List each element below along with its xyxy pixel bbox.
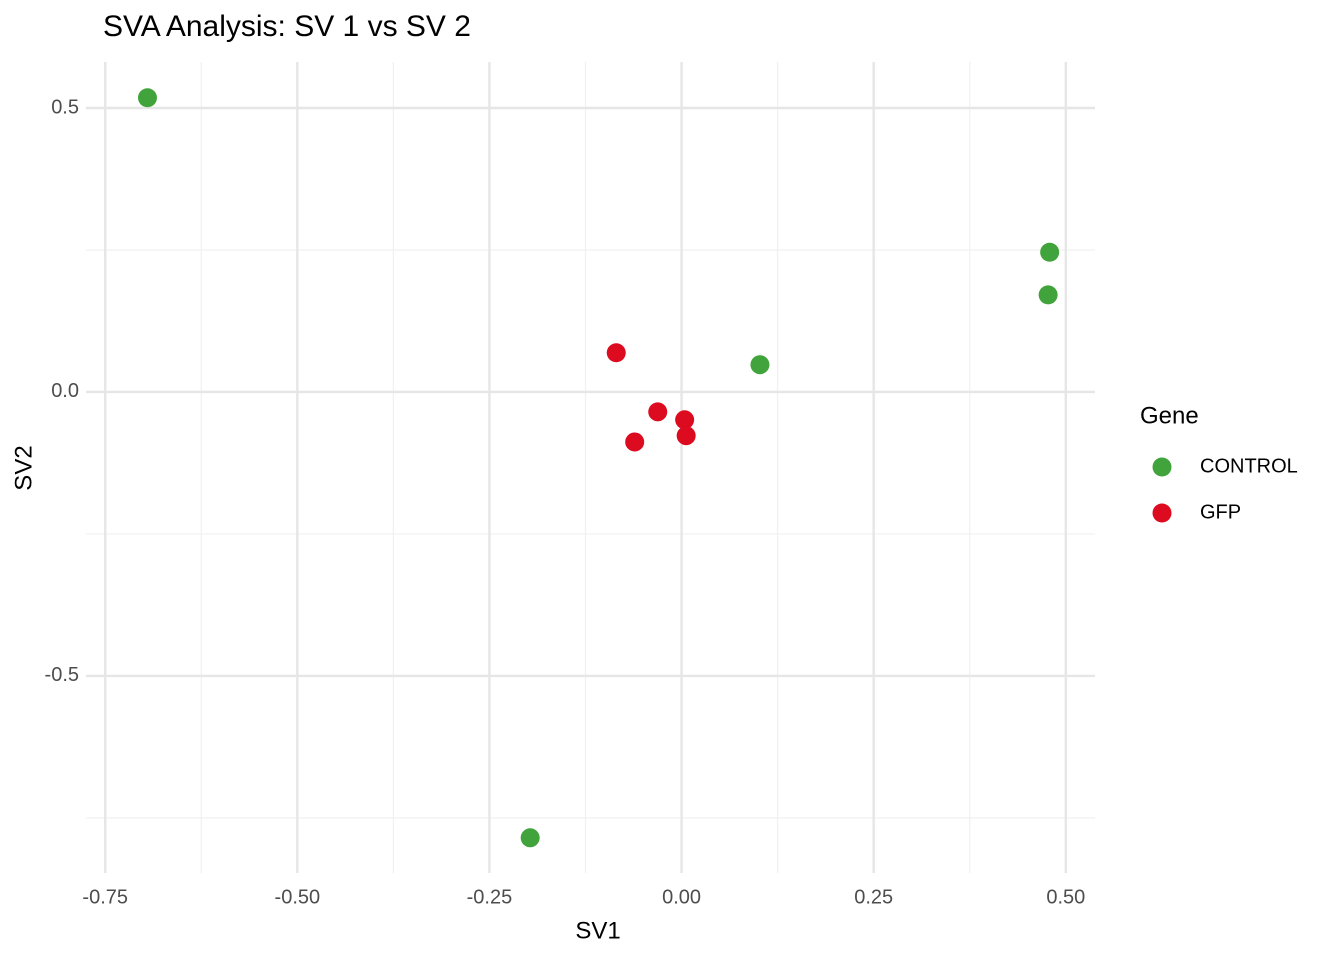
x-tick-label: 0.50 (1046, 886, 1085, 908)
point (676, 426, 696, 446)
point (648, 402, 668, 422)
point (750, 355, 770, 375)
legend-title: Gene (1140, 402, 1199, 429)
point (137, 88, 157, 108)
point (675, 410, 695, 430)
x-tick-label: 0.00 (662, 886, 701, 908)
point (1038, 285, 1058, 305)
y-tick-label: 0.5 (51, 96, 79, 118)
x-axis-title: SV1 (575, 917, 620, 944)
legend-swatch (1152, 457, 1172, 477)
x-tick-label: -0.75 (82, 886, 128, 908)
legend-swatch (1152, 503, 1172, 523)
point (520, 828, 540, 848)
x-tick-label: -0.50 (275, 886, 321, 908)
x-tick-label: -0.25 (467, 886, 513, 908)
grid (86, 62, 1095, 873)
legend-label: CONTROL (1200, 455, 1298, 477)
point (1040, 242, 1060, 262)
legend-label: GFP (1200, 501, 1241, 523)
marks (137, 88, 1060, 848)
x-tick-label: 0.25 (854, 886, 893, 908)
y-tick-label: -0.5 (45, 664, 79, 686)
chart-title: SVA Analysis: SV 1 vs SV 2 (103, 10, 471, 43)
y-tick-label: 0.0 (51, 380, 79, 402)
y-axis-title: SV2 (10, 445, 37, 490)
point (625, 432, 645, 452)
point (606, 343, 626, 363)
